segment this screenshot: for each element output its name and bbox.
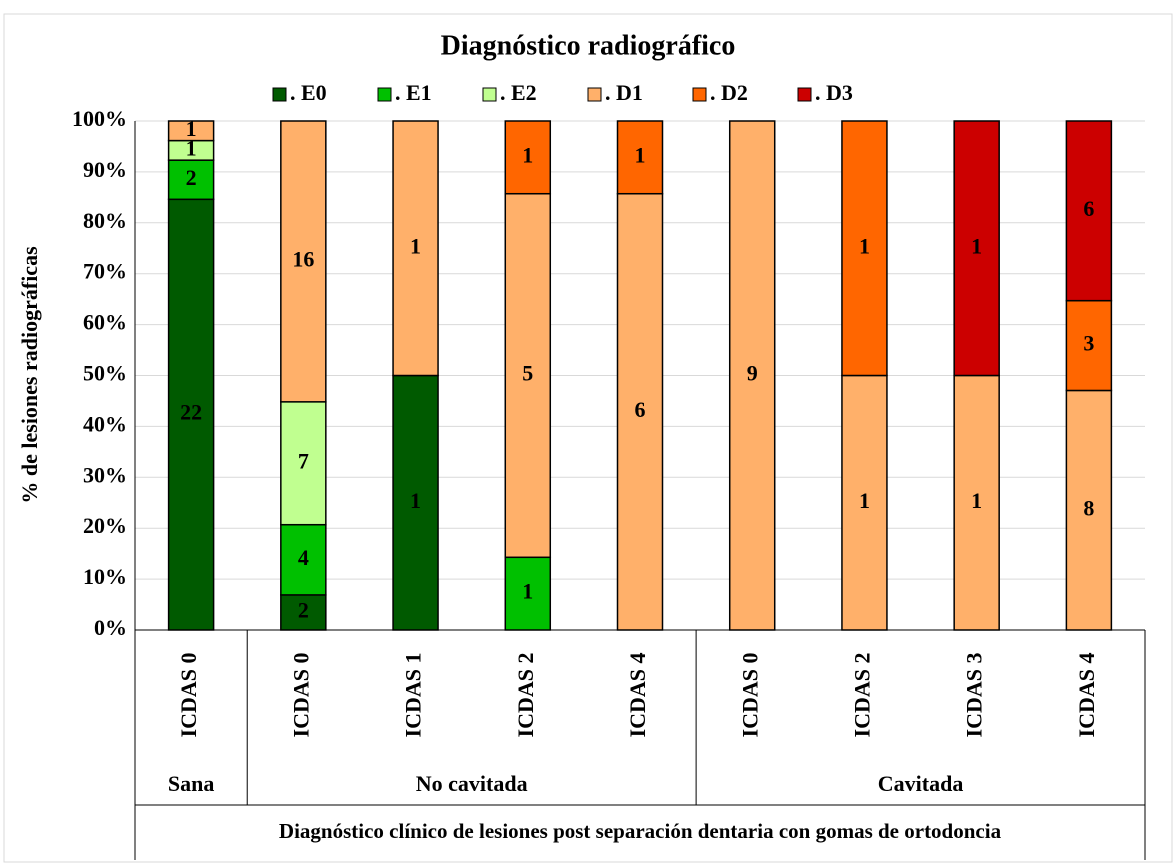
data-label: 9 bbox=[747, 361, 758, 386]
y-tick-label: 30% bbox=[83, 462, 127, 487]
legend-swatch bbox=[272, 87, 287, 102]
data-label: 2 bbox=[298, 597, 309, 622]
legend-label: . E1 bbox=[395, 80, 432, 105]
data-label: 1 bbox=[859, 488, 870, 513]
bar-segment bbox=[1065, 299, 1113, 392]
data-label: 7 bbox=[298, 448, 309, 473]
y-tick-label: 0% bbox=[94, 615, 127, 640]
bar-segment bbox=[167, 159, 215, 201]
legend-swatch bbox=[797, 87, 812, 102]
data-label: 4 bbox=[298, 545, 309, 570]
data-label: 16 bbox=[292, 246, 314, 271]
y-tick-label: 70% bbox=[83, 259, 127, 284]
x-tick-label: ICDAS 2 bbox=[513, 653, 538, 738]
x-tick-label: ICDAS 2 bbox=[849, 653, 874, 738]
x-tick-label: ICDAS 4 bbox=[1074, 653, 1099, 738]
x-tick-label: ICDAS 0 bbox=[176, 653, 201, 738]
bar-segment bbox=[167, 198, 215, 631]
y-tick-label: 60% bbox=[83, 310, 127, 335]
bar-segment bbox=[841, 120, 888, 377]
group-label: Cavitada bbox=[878, 771, 964, 796]
legend-label: . D2 bbox=[710, 80, 748, 105]
bar-segment bbox=[616, 120, 664, 195]
data-label: 8 bbox=[1083, 495, 1094, 520]
bar-segment bbox=[167, 120, 215, 142]
x-tick-label: ICDAS 1 bbox=[401, 653, 426, 738]
y-tick-label: 80% bbox=[83, 208, 127, 233]
y-tick-label: 100% bbox=[72, 106, 127, 131]
legend-swatch bbox=[377, 87, 392, 102]
legend-swatch bbox=[482, 87, 497, 102]
bar-segment bbox=[392, 374, 439, 631]
data-label: 1 bbox=[410, 488, 421, 513]
bar-segment bbox=[280, 523, 327, 596]
bar-segment bbox=[504, 192, 552, 559]
data-label: 5 bbox=[522, 361, 533, 386]
group-label: Sana bbox=[168, 771, 214, 796]
x-tick-label: ICDAS 4 bbox=[625, 653, 650, 738]
bar-segment bbox=[1065, 389, 1113, 631]
bar-segment bbox=[841, 374, 888, 631]
data-label: 22 bbox=[180, 400, 202, 425]
y-tick-label: 10% bbox=[83, 564, 127, 589]
bar-segment bbox=[1065, 120, 1113, 302]
data-label: 1 bbox=[186, 135, 197, 160]
x-tick-label: ICDAS 3 bbox=[962, 653, 987, 738]
bar-segment bbox=[953, 120, 1000, 377]
y-tick-label: 20% bbox=[83, 513, 127, 538]
x-axis-title: Diagnóstico clínico de lesiones post sep… bbox=[279, 819, 1002, 843]
group-label: No cavitada bbox=[416, 771, 528, 796]
data-label: 6 bbox=[1083, 196, 1094, 221]
legend-label: . D1 bbox=[605, 80, 643, 105]
legend-label: . E2 bbox=[500, 80, 537, 105]
y-tick-label: 50% bbox=[83, 361, 127, 386]
bar-segment bbox=[616, 192, 664, 631]
legend-label: . D3 bbox=[815, 80, 853, 105]
bar-segment bbox=[280, 594, 327, 631]
bar-segment bbox=[392, 120, 439, 377]
data-label: 1 bbox=[410, 233, 421, 258]
bar-segment bbox=[280, 120, 327, 403]
x-tick-label: ICDAS 0 bbox=[737, 653, 762, 738]
y-tick-label: 40% bbox=[83, 411, 127, 436]
data-label: 3 bbox=[1083, 331, 1094, 356]
data-label: 1 bbox=[859, 233, 870, 258]
y-tick-label: 90% bbox=[83, 157, 127, 182]
bar-segment bbox=[280, 401, 327, 526]
data-label: 1 bbox=[971, 488, 982, 513]
data-label: 1 bbox=[522, 142, 533, 167]
chart-title: Diagnóstico radiográfico bbox=[441, 30, 736, 61]
legend-label: . E0 bbox=[290, 80, 327, 105]
bar-segment bbox=[504, 120, 552, 195]
data-label: 2 bbox=[186, 165, 197, 190]
legend-swatch bbox=[587, 87, 602, 102]
y-axis-title: % de lesiones radiográficas bbox=[17, 246, 42, 504]
legend-swatch bbox=[692, 87, 707, 102]
x-tick-label: ICDAS 0 bbox=[288, 653, 313, 738]
data-label: 1 bbox=[522, 579, 533, 604]
bar-segment bbox=[728, 120, 776, 631]
data-label: 1 bbox=[186, 116, 197, 141]
data-label: 1 bbox=[635, 142, 646, 167]
data-label: 1 bbox=[971, 233, 982, 258]
data-label: 6 bbox=[635, 397, 646, 422]
